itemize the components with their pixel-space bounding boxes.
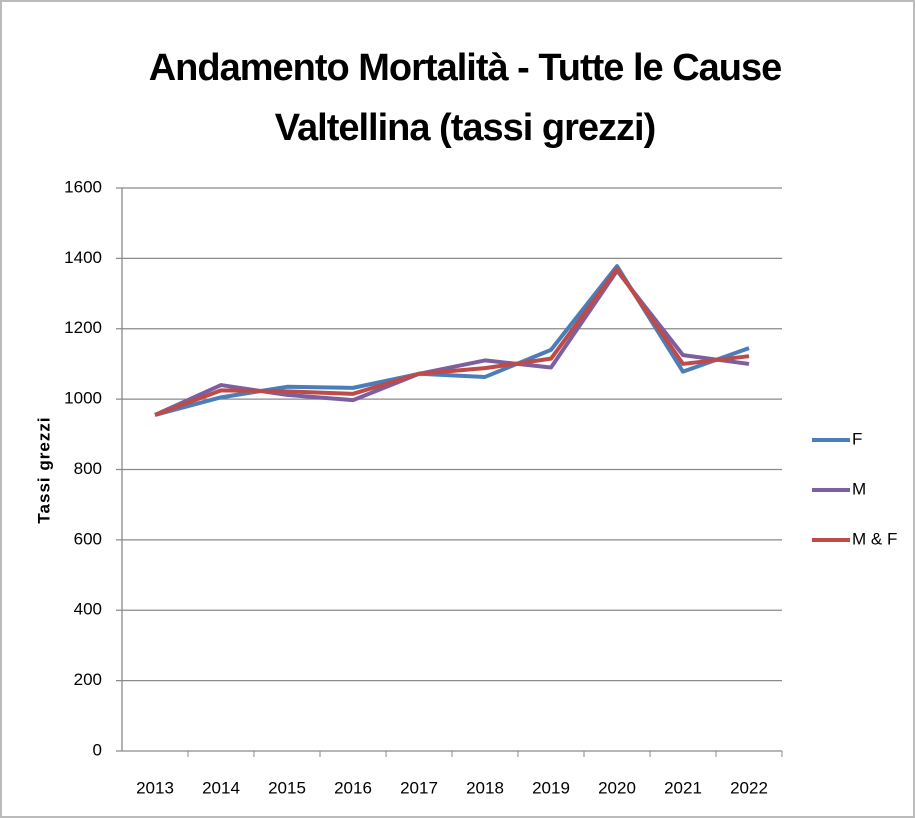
- y-tick-label: 1000: [64, 389, 102, 408]
- x-tick-label: 2022: [730, 778, 768, 797]
- y-tick-label: 600: [74, 529, 102, 548]
- x-tick-label: 2020: [598, 778, 636, 797]
- x-tick-label: 2016: [334, 778, 372, 797]
- y-tick-label: 1400: [64, 248, 102, 267]
- y-tick-label: 1600: [64, 177, 102, 196]
- chart-title: Valtellina (tassi grezzi): [275, 107, 655, 149]
- x-tick-label: 2019: [532, 778, 570, 797]
- y-axis-label: Tassi grezzi: [34, 416, 53, 523]
- x-tick-label: 2017: [400, 778, 438, 797]
- x-tick-label: 2014: [202, 778, 240, 797]
- legend-label: F: [852, 429, 862, 448]
- legend-label: M & F: [852, 529, 897, 548]
- x-tick-label: 2013: [136, 778, 174, 797]
- x-tick-label: 2015: [268, 778, 306, 797]
- y-tick-label: 400: [74, 600, 102, 619]
- y-tick-label: 200: [74, 670, 102, 689]
- chart-title: Andamento Mortalità - Tutte le Cause: [149, 47, 782, 89]
- series-line: [154, 266, 750, 417]
- legend-label: M: [852, 479, 866, 498]
- y-tick-label: 1200: [64, 318, 102, 337]
- y-tick-label: 0: [93, 740, 102, 759]
- x-tick-label: 2018: [466, 778, 504, 797]
- y-tick-label: 800: [74, 459, 102, 478]
- x-tick-label: 2021: [664, 778, 702, 797]
